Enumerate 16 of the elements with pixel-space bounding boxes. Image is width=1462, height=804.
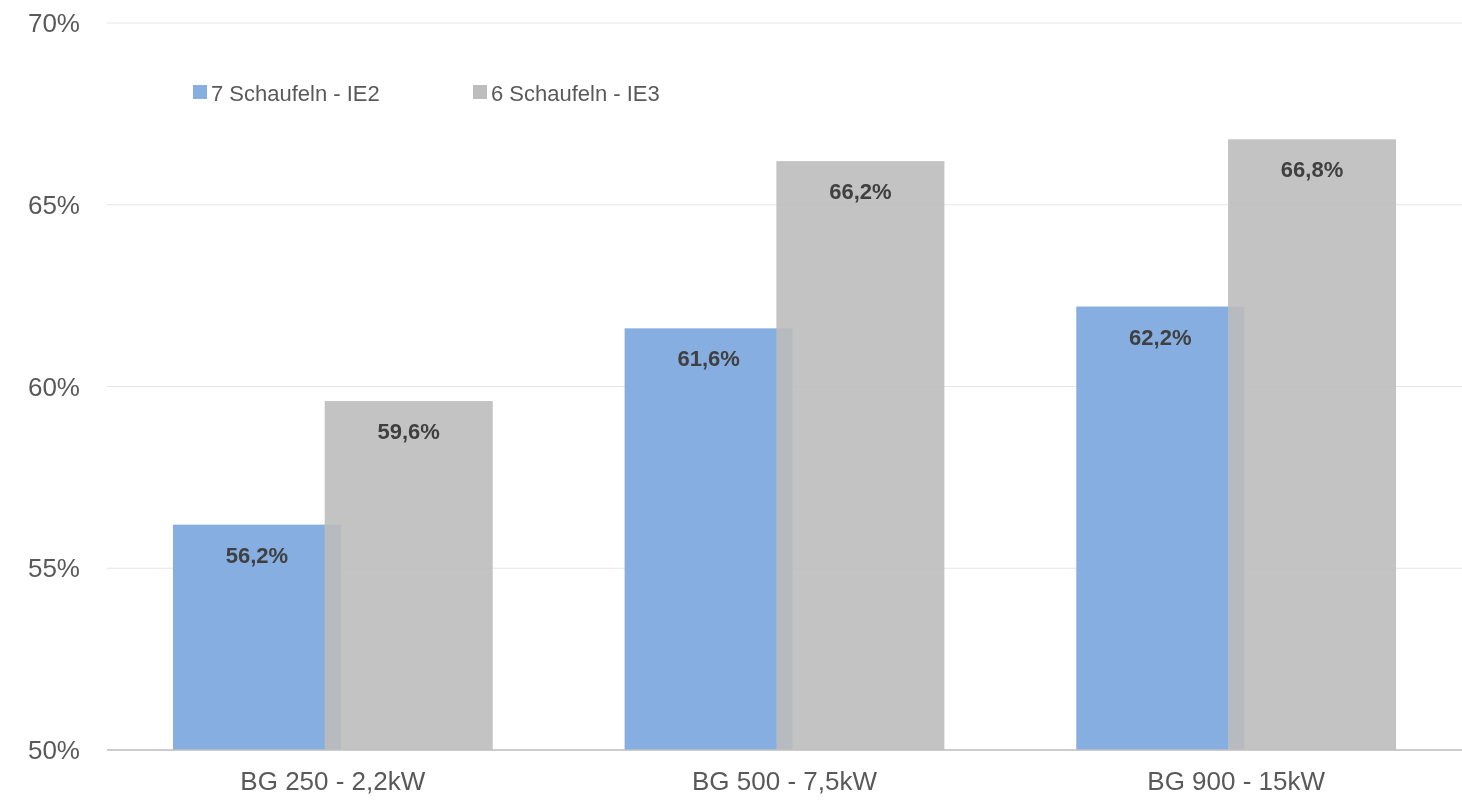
legend-label: 6 Schaufeln - IE3 <box>491 80 660 106</box>
y-tick-label: 65% <box>27 189 80 220</box>
data-label: 66,8% <box>1280 157 1344 183</box>
y-tick-label: 55% <box>27 553 80 584</box>
data-label: 62,2% <box>1129 324 1192 350</box>
legend-label: 7 Schaufeln - IE2 <box>211 80 380 106</box>
data-label: 66,2% <box>829 179 892 205</box>
data-label: 59,6% <box>377 419 440 445</box>
x-tick-label: BG 250 - 2,2kW <box>240 766 426 796</box>
data-label: 56,2% <box>225 542 289 568</box>
y-tick-label: 70% <box>27 8 80 39</box>
y-tick-label: 50% <box>27 735 80 766</box>
x-tick-label: BG 500 - 7,5kW <box>692 766 878 796</box>
x-tick-label: BG 900 - 15kW <box>1147 766 1326 796</box>
data-label: 61,6% <box>677 346 740 372</box>
y-tick-label: 60% <box>27 371 80 402</box>
